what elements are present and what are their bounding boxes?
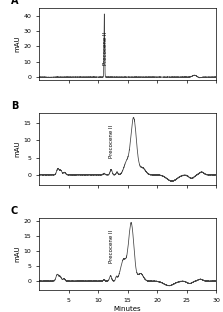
Y-axis label: mAU: mAU bbox=[15, 246, 21, 262]
Text: Precocene II: Precocene II bbox=[109, 124, 114, 158]
Text: A: A bbox=[11, 0, 18, 6]
Text: B: B bbox=[11, 101, 18, 111]
X-axis label: Minutes: Minutes bbox=[114, 305, 141, 312]
Y-axis label: mAU: mAU bbox=[15, 141, 21, 157]
Y-axis label: mAU: mAU bbox=[15, 36, 21, 52]
Text: Precocene II: Precocene II bbox=[103, 32, 108, 65]
Text: C: C bbox=[11, 206, 18, 216]
Text: Precocene II: Precocene II bbox=[109, 230, 114, 263]
